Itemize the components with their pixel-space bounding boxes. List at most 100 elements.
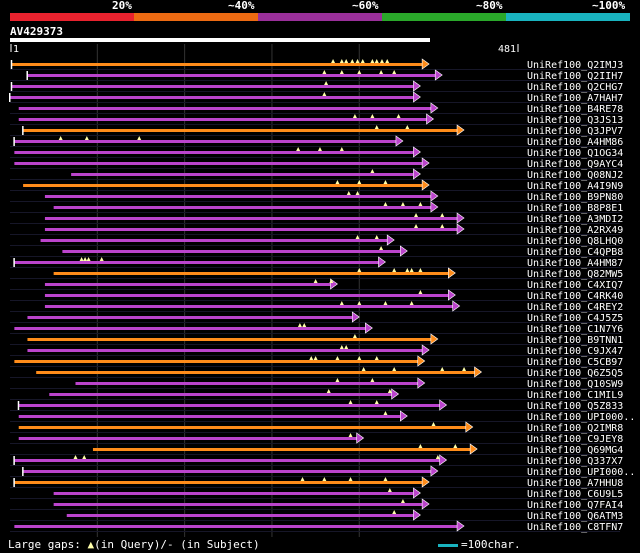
hit-label: UniRef100_A4HM87 [527, 258, 623, 269]
hit-label: UniRef100_C4J5Z5 [527, 313, 623, 324]
hit-label: UniRef100_A2RX49 [527, 225, 623, 236]
large-gap-marker [344, 59, 349, 63]
hit-bar [44, 195, 432, 198]
large-gap-marker [73, 455, 78, 459]
large-gap-marker [83, 257, 88, 261]
large-gap-marker [418, 444, 423, 448]
large-gap-marker [58, 136, 63, 140]
hit-row: UniRef100_C9JX47 [27, 344, 623, 357]
large-gap-marker [405, 125, 410, 129]
hit-left-tick [17, 401, 20, 410]
large-gap-marker [392, 510, 397, 514]
large-gap-marker [370, 169, 375, 173]
hit-bar [92, 448, 472, 451]
large-gap-marker [348, 477, 353, 481]
hit-arrowhead [469, 443, 478, 455]
hit-row: UniRef100_Q82MW5 [53, 267, 623, 280]
large-gap-marker [400, 499, 405, 503]
hit-row: UniRef100_A7HHU8 [13, 476, 623, 489]
hit-arrowhead [391, 388, 400, 400]
large-gap-marker [355, 235, 360, 239]
hit-row: UniRef100_A4HM87 [13, 256, 623, 269]
hit-arrowhead [430, 190, 439, 202]
hit-arrowhead [417, 377, 426, 389]
hit-label: UniRef100_C9JEY8 [527, 434, 623, 445]
hit-left-tick [22, 467, 24, 476]
hit-label: UniRef100_Q69MG4 [527, 445, 623, 456]
hit-label: UniRef100_Q10SW9 [527, 379, 623, 390]
hit-label: UniRef100_C1MIL9 [527, 390, 623, 401]
hit-arrowhead [474, 366, 483, 378]
large-gap-marker [383, 202, 388, 206]
hit-label: UniRef100_B8P8E1 [527, 203, 623, 214]
large-gap-marker [387, 488, 392, 492]
hit-bar [44, 305, 454, 308]
large-gap-marker [86, 257, 91, 261]
hit-label: UniRef100_Q9AYC4 [527, 159, 623, 170]
query-end-label: 481 [498, 44, 516, 55]
large-gap-marker [418, 202, 423, 206]
hit-bar [75, 382, 419, 385]
query-name: AV429373 [10, 25, 63, 38]
large-gap-marker [462, 367, 467, 371]
hit-row: UniRef100_C1N7Y6 [14, 322, 623, 335]
hit-row: UniRef100_C5CB97 [14, 355, 623, 368]
large-gap-marker [379, 59, 384, 63]
hit-arrowhead [430, 201, 439, 213]
color-segment-60 [258, 13, 382, 21]
hit-bar [18, 118, 428, 121]
hit-bar [23, 470, 432, 473]
hit-label: UniRef100_C4REY2 [527, 302, 623, 313]
hit-arrowhead [413, 146, 421, 158]
large-gap-marker [348, 433, 353, 437]
color-segment-20 [10, 13, 134, 21]
hit-arrowhead [413, 168, 421, 180]
hit-arrowhead [417, 355, 426, 367]
hit-bar [53, 206, 432, 209]
large-gap-marker [357, 268, 362, 272]
large-gap-marker [392, 70, 397, 74]
hit-arrowhead [456, 520, 465, 532]
hit-row: UniRef100_Q3JS13 [18, 113, 623, 126]
hit-arrowhead [430, 333, 439, 345]
large-gap-marker [329, 279, 334, 283]
hit-arrowhead [413, 91, 421, 103]
large-gap-marker [335, 378, 340, 382]
hit-label: UniRef100_Q6Z5Q5 [527, 368, 623, 379]
large-gap-marker [360, 59, 365, 63]
large-gap-marker [383, 477, 388, 481]
footer-large-gaps-prefix: Large gaps: [8, 538, 88, 551]
hit-bar [27, 338, 432, 341]
hit-row: UniRef100_Q8LHQ0 [40, 234, 623, 247]
large-gap-marker [396, 114, 401, 118]
large-gap-marker [374, 356, 379, 360]
hit-label: UniRef100_A4I9N9 [527, 181, 623, 192]
large-gap-marker [296, 147, 301, 151]
hit-bar [14, 140, 397, 143]
large-gap-marker [418, 290, 423, 294]
large-gap-marker [370, 59, 375, 63]
hit-arrowhead [413, 80, 421, 92]
hit-arrowhead [465, 421, 474, 433]
hit-arrowhead [456, 212, 465, 224]
hit-row: UniRef100_Q2IMJ3 [10, 58, 623, 71]
hit-arrowhead [421, 344, 430, 356]
large-gap-marker [383, 180, 388, 184]
large-gap-marker [374, 125, 379, 129]
query-ruler-bar [10, 38, 430, 42]
hit-label: UniRef100_Q8LHQ0 [527, 236, 623, 247]
hit-arrowhead [426, 113, 435, 125]
hit-row: UniRef100_Q08NJ2 [71, 168, 623, 181]
hit-bar [44, 228, 459, 231]
hit-row: UniRef100_Q10SW9 [75, 377, 623, 390]
large-gap-marker [357, 70, 362, 74]
large-gap-marker [387, 389, 392, 393]
hit-row: UniRef100_C4REY2 [44, 300, 623, 313]
footer-scale-label: =100char. [461, 538, 521, 551]
hit-bar [27, 74, 437, 77]
large-gap-marker [317, 147, 322, 151]
hit-row: UniRef100_Q2IIH7 [26, 69, 623, 82]
hit-row: UniRef100_A2RX49 [44, 223, 623, 236]
large-gap-marker [324, 81, 329, 85]
hit-label: UniRef100_A3MDI2 [527, 214, 623, 225]
